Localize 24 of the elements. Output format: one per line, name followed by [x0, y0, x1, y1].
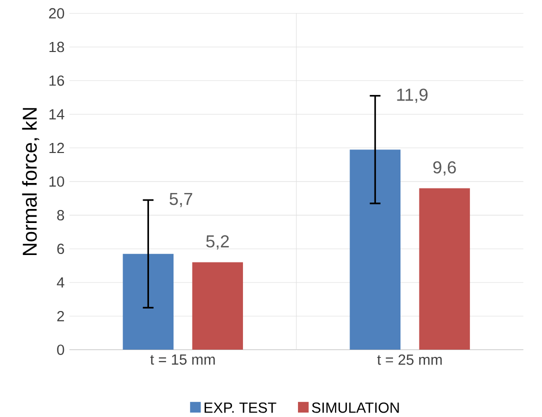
y-tick-label: 10 — [49, 176, 64, 187]
y-tick-label: 4 — [56, 278, 64, 288]
y-tick-label: 18 — [49, 42, 64, 52]
x-tick-label: t = 25 mm — [377, 354, 442, 366]
legend-label: SIMULATION — [312, 402, 399, 414]
y-tick-label: 2 — [57, 311, 64, 322]
bar — [192, 262, 243, 350]
legend-label: EXP. TEST — [204, 402, 276, 414]
data-label: 9,6 — [433, 161, 456, 176]
y-tick-label: 14 — [49, 109, 64, 120]
y-tick-label: 16 — [49, 76, 64, 86]
y-tick-label: 6 — [57, 244, 64, 254]
x-tick-label: t = 15 mm — [150, 354, 215, 365]
y-tick-label: 0 — [57, 344, 64, 356]
bar — [419, 188, 470, 350]
data-label: 5,2 — [206, 235, 229, 250]
bar — [122, 254, 174, 350]
y-tick-label: 20 — [49, 8, 64, 19]
data-label: 11,9 — [397, 88, 428, 104]
data-label: 5,7 — [170, 193, 192, 208]
y-tick-label: 12 — [49, 143, 64, 154]
bar — [350, 150, 400, 350]
y-tick-label: 8 — [57, 210, 64, 221]
y-axis-title: Normal force, kN — [22, 108, 40, 256]
